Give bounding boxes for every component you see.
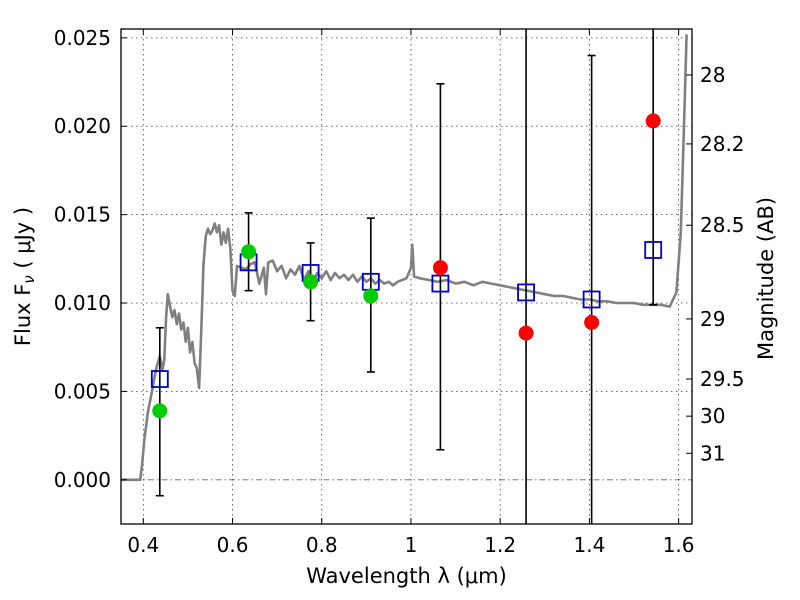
- x-tick-label: 0.4: [127, 533, 159, 557]
- model-point-square: [644, 241, 663, 259]
- observed-upper-point: [518, 325, 534, 341]
- x-axis-title: Wavelength λ (μm): [306, 564, 507, 588]
- y-tick-label: 0.015: [54, 203, 111, 227]
- model-point-square: [431, 274, 450, 293]
- x-tick-label: 1.6: [663, 533, 695, 557]
- y-axis-title-main: Flux F: [11, 284, 35, 346]
- model-point-square: [150, 370, 169, 388]
- x-tick-label: 0.8: [306, 533, 338, 557]
- tick-layer: 0.4 0.6 0.8 1 1.2 1.4 1.6 0.000 0.005 0.010 0.015 0…: [54, 26, 745, 557]
- x-tick-label: 1: [405, 533, 418, 557]
- observed-upper-point: [432, 260, 448, 276]
- y2-tick-label: 28: [700, 63, 725, 87]
- y-tick-label: 0.010: [54, 291, 111, 315]
- observed-detection-point: [152, 403, 168, 419]
- y-axis-title-unit: ( μJy ): [11, 207, 35, 275]
- observed-detection-point: [363, 288, 379, 304]
- observed-detection-point: [303, 274, 319, 290]
- plot-frame: [120, 28, 693, 525]
- y2-axis-title: Magnitude (AB): [754, 197, 778, 360]
- x-tick-label: 1.2: [484, 533, 516, 557]
- y-tick-label: 0.020: [54, 114, 111, 138]
- y-tick-label: 0.000: [54, 468, 111, 492]
- plot-area: [121, 29, 688, 524]
- observed-detection-point: [241, 244, 257, 260]
- observed-upper-point: [645, 113, 661, 129]
- y2-tick-label: 30: [700, 404, 725, 428]
- y-axis-title-sub: ν: [20, 275, 38, 283]
- y-axis-title: Flux Fν ( μJy ): [11, 207, 38, 346]
- model-spectrum-line: [121, 34, 688, 482]
- y-tick-label: 0.005: [54, 379, 111, 403]
- y-tick-label: 0.025: [54, 26, 111, 50]
- model-point-square: [517, 283, 535, 302]
- y2-tick-label: 28.2: [700, 132, 745, 156]
- observed-upper-point: [584, 314, 600, 330]
- grid-layer: [121, 29, 692, 524]
- y2-tick-label: 28.5: [700, 213, 745, 237]
- y2-tick-label: 29.5: [700, 367, 745, 391]
- x-tick-label: 1.4: [573, 533, 605, 557]
- x-tick-label: 0.6: [217, 533, 249, 557]
- y2-tick-label: 31: [700, 441, 725, 465]
- model-point-square: [582, 290, 601, 309]
- y2-tick-label: 29: [700, 307, 725, 331]
